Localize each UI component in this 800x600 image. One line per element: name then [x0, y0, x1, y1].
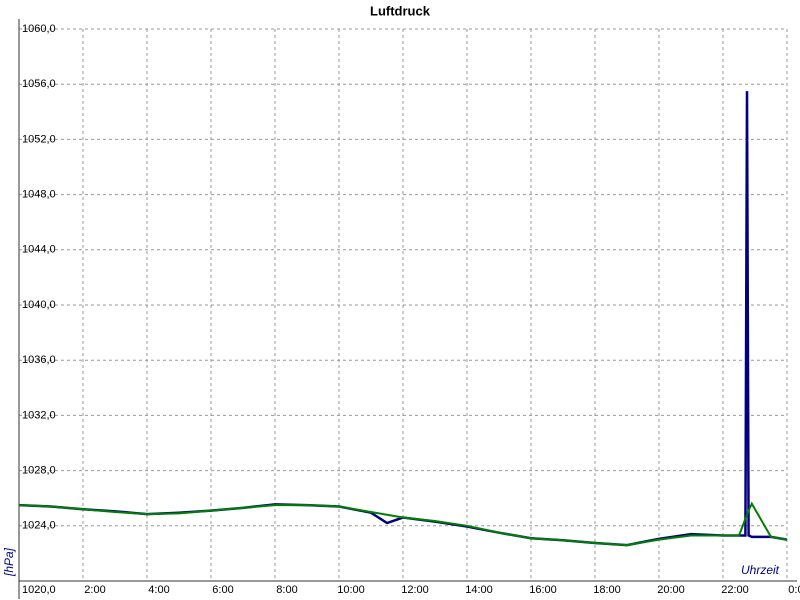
x-tick-label: 0:00 [788, 584, 800, 596]
x-tick-label: 2:00 [84, 584, 105, 596]
x-tick-label: 12:00 [401, 584, 429, 596]
y-tick-label: 1020,0 [22, 584, 56, 596]
x-tick-label: 8:00 [276, 584, 297, 596]
x-tick-label: 14:00 [465, 584, 493, 596]
y-tick-label: 1036,0 [22, 354, 56, 366]
x-tick-label: 18:00 [593, 584, 621, 596]
x-tick-label: 4:00 [148, 584, 169, 596]
x-tick-label: 16:00 [529, 584, 557, 596]
y-tick-label: 1048,0 [22, 189, 56, 201]
y-tick-label: 1056,0 [22, 78, 56, 90]
y-tick-label: 1024,0 [22, 520, 56, 532]
x-tick-label: 6:00 [212, 584, 233, 596]
series-line [18, 501, 788, 547]
chart-title: Luftdruck [370, 3, 431, 18]
y-axis-label: [hPa] [2, 547, 16, 577]
y-tick-label: 1060,0 [22, 23, 56, 35]
y-tick-label: 1044,0 [22, 244, 56, 256]
y-tick-label: 1040,0 [22, 299, 56, 311]
x-tick-label: 20:00 [657, 584, 685, 596]
y-tick-label: 1032,0 [22, 409, 56, 421]
x-tick-label: 22:00 [721, 584, 749, 596]
y-tick-label: 1052,0 [22, 133, 56, 145]
x-axis-label: Uhrzeit [741, 563, 780, 577]
y-tick-label: 1028,0 [22, 465, 56, 477]
x-tick-label: 10:00 [337, 584, 365, 596]
